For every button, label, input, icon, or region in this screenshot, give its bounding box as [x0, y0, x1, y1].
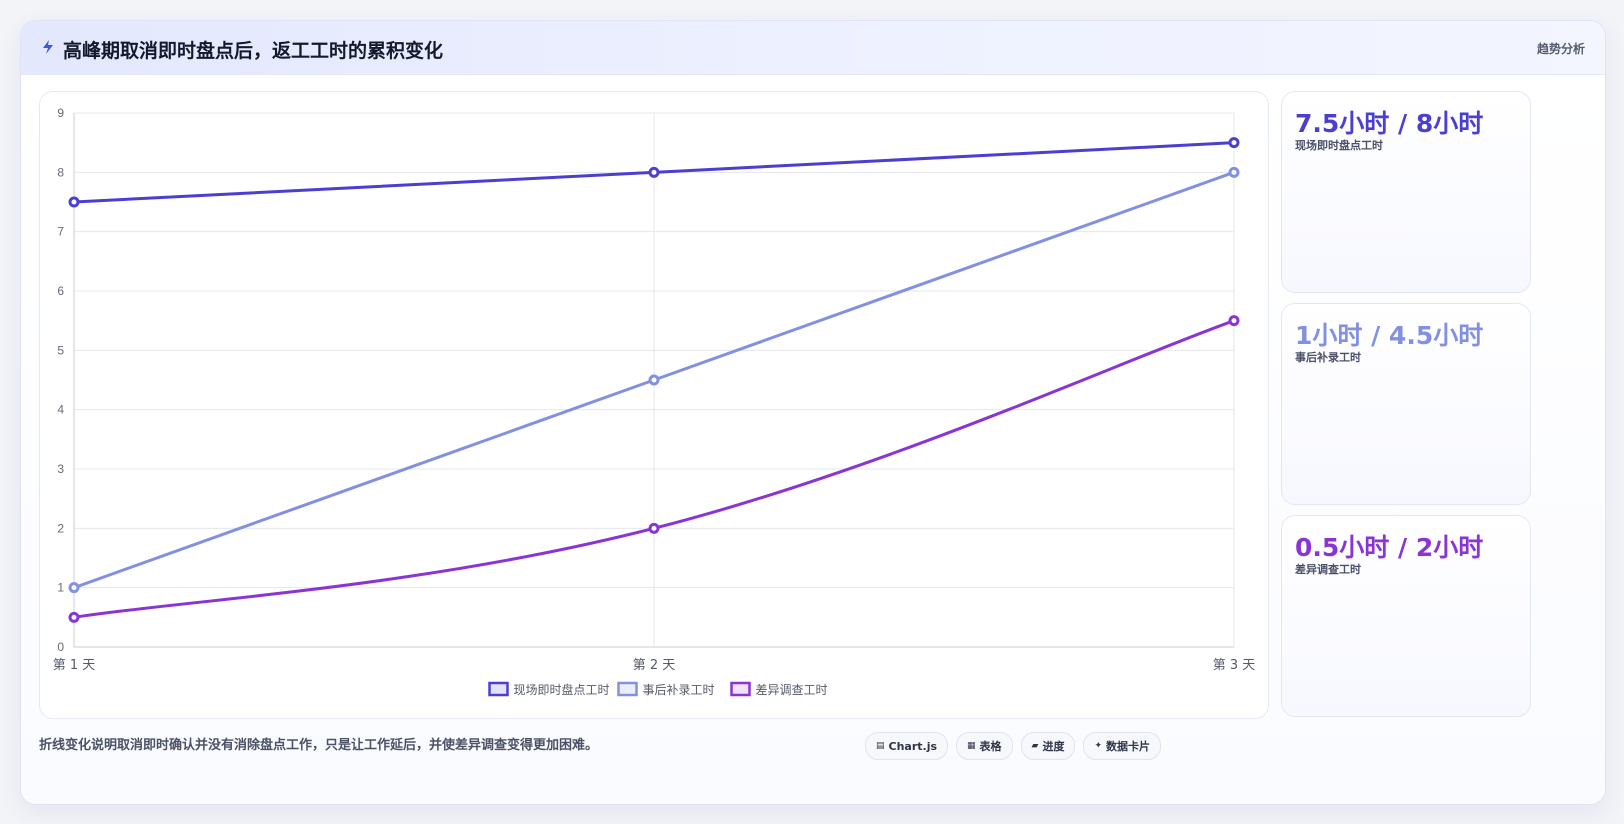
header-tag: 趋势分析: [1536, 42, 1585, 56]
kpi-value-3: 0.5小时 / 2小时: [1295, 533, 1484, 562]
chip-chartjs[interactable]: ▤ Chart.js: [865, 732, 949, 760]
view-switcher: ▤ Chart.js ▦ 表格 ▰ 进度 ✦ 数据卡片: [865, 732, 1162, 760]
y-tick-label: 1: [57, 581, 64, 595]
chip-progress-label: 进度: [1042, 740, 1065, 753]
kpi-card-1: 7.5小时 / 8小时 现场即时盘点工时: [1281, 91, 1531, 293]
data-point-s3-1: [68, 611, 80, 623]
x-tick-label: 第 1 天: [53, 658, 96, 673]
page-title: 高峰期取消即时盘点后，返工工时的累积变化: [63, 40, 444, 62]
y-tick-label: 9: [57, 106, 64, 120]
data-point-s2-3: [1228, 166, 1240, 178]
legend-label-3: 差异调查工时: [756, 683, 828, 697]
chart-icon: ▤: [876, 741, 885, 751]
kpi-value-1: 7.5小时 / 8小时: [1295, 109, 1484, 138]
cards-icon: ✦: [1094, 741, 1103, 751]
y-tick-label: 8: [57, 165, 64, 179]
chip-cards[interactable]: ✦ 数据卡片: [1083, 732, 1162, 760]
data-point-s1-1: [68, 196, 80, 208]
y-tick-label: 5: [57, 343, 64, 357]
y-tick-label: 2: [57, 521, 64, 535]
y-tick-label: 4: [57, 403, 64, 417]
x-tick-label: 第 2 天: [633, 658, 676, 673]
legend-label-1: 现场即时盘点工时: [514, 682, 610, 697]
kpi-label-1: 现场即时盘点工时: [1295, 139, 1383, 152]
y-tick-label: 6: [57, 284, 64, 298]
legend-swatch-1: [488, 681, 509, 697]
legend-swatch-3: [730, 681, 751, 697]
chip-table[interactable]: ▦ 表格: [956, 732, 1013, 760]
kpi-card-2: 1小时 / 4.5小时 事后补录工时: [1281, 303, 1531, 505]
chip-progress[interactable]: ▰ 进度: [1020, 732, 1076, 760]
kpi-label-3: 差异调查工时: [1295, 563, 1361, 576]
progress-icon: ▰: [1031, 741, 1039, 751]
y-tick-label: 7: [57, 225, 64, 239]
kpi-card-3: 0.5小时 / 2小时 差异调查工时: [1281, 515, 1531, 717]
table-icon: ▦: [967, 741, 976, 751]
lightning-icon: [43, 40, 53, 54]
chip-table-label: 表格: [979, 740, 1002, 753]
data-point-s3-3: [1228, 315, 1240, 327]
y-tick-label: 3: [57, 462, 64, 476]
legend-label-2: 事后补录工时: [643, 683, 715, 697]
footer-note: 折线变化说明取消即时确认并没有消除盘点工作，只是让工作延后，并使差异调查变得更加…: [39, 738, 599, 753]
y-tick-label: 0: [57, 640, 64, 654]
data-point-s3-2: [648, 522, 660, 534]
x-tick-label: 第 3 天: [1213, 658, 1256, 673]
card-header: 高峰期取消即时盘点后，返工工时的累积变化 趋势分析: [21, 21, 1605, 75]
data-point-s1-3: [1228, 137, 1240, 149]
kpi-value-2: 1小时 / 4.5小时: [1295, 321, 1484, 350]
data-point-s2-2: [648, 374, 660, 386]
chart-panel: 0 1 2 3 4 5 6 7 8 9 第 1 天 第 2 天 第 3 天现场即时盘点工时 事后补录工时 差…: [39, 91, 1269, 719]
chip-cards-label: 数据卡片: [1106, 740, 1151, 753]
legend-swatch-2: [617, 681, 638, 697]
chart-card: 高峰期取消即时盘点后，返工工时的累积变化 趋势分析 0 1 2 3 4 5 6 7 8 9 第 1 …: [20, 20, 1606, 805]
data-point-s1-2: [648, 166, 660, 178]
data-point-s2-1: [68, 582, 80, 594]
chip-chartjs-label: Chart.js: [888, 739, 938, 753]
kpi-label-2: 事后补录工时: [1295, 351, 1361, 364]
